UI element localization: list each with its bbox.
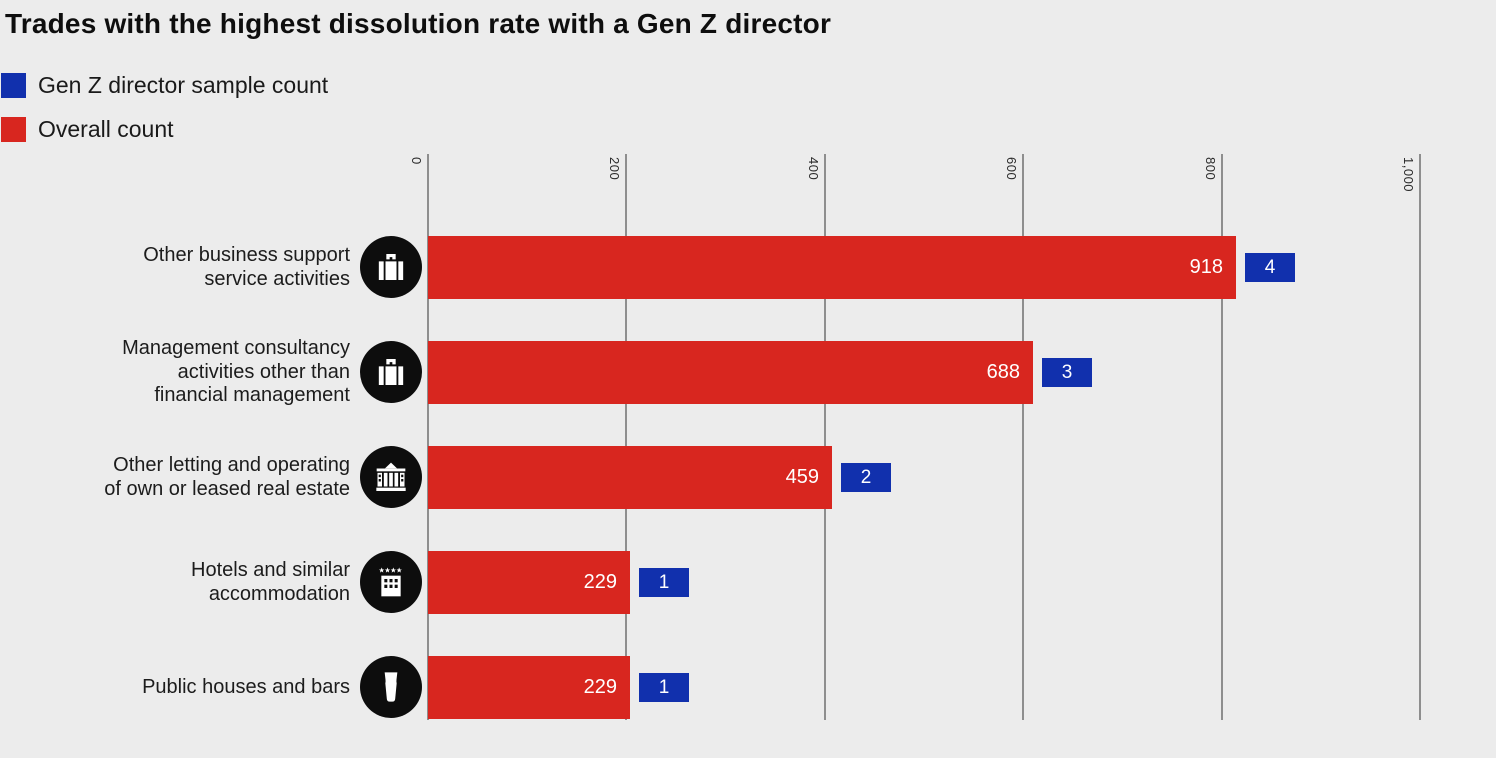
- overall-count-bar: 459: [428, 446, 832, 509]
- gridline: [625, 154, 628, 720]
- building-icon: [360, 446, 422, 508]
- category-label: Hotels and similar accommodation: [191, 559, 350, 605]
- overall-count-value-label: 229: [583, 571, 617, 593]
- gridline: [1419, 154, 1421, 720]
- briefcase-icon: [360, 341, 422, 403]
- overall-count-bar: 688: [428, 341, 1033, 404]
- genz-count-chip: 1: [639, 673, 689, 702]
- overall-count-bar: 918: [428, 236, 1236, 299]
- genz-count-value-label: 3: [1061, 361, 1073, 383]
- gridline: [427, 154, 429, 720]
- overall-legend-swatch-icon: [1, 117, 26, 142]
- overall-count-value-label: 229: [583, 676, 617, 698]
- overall-count-value-label: 918: [1189, 256, 1223, 278]
- gridline: [1220, 154, 1223, 720]
- genz-legend-label: Gen Z director sample count: [38, 72, 329, 98]
- hotel-icon: [360, 551, 422, 613]
- bar-row: Public houses and bars 229 1: [0, 656, 1496, 719]
- bar-row: Other business support service activities…: [0, 236, 1496, 299]
- genz-count-value-label: 4: [1264, 256, 1276, 278]
- genz-count-value-label: 1: [658, 676, 670, 698]
- category-label: Other business support service activities: [143, 244, 350, 290]
- overall-legend-label: Overall count: [38, 116, 174, 142]
- category-label: Management consultancy activities other t…: [122, 337, 350, 407]
- x-axis-tick-label: 400: [805, 157, 821, 181]
- page-title: Trades with the highest dissolution rate…: [5, 8, 832, 39]
- bar-row: Other letting and operating of own or lea…: [0, 446, 1496, 509]
- genz-count-chip: 2: [841, 463, 891, 492]
- x-axis-tick-label: 800: [1202, 157, 1218, 181]
- overall-count-value-label: 688: [986, 361, 1020, 383]
- gridline: [1022, 154, 1025, 720]
- x-axis-tick-label: 200: [607, 157, 623, 181]
- genz-count-value-label: 2: [860, 466, 872, 488]
- genz-count-chip: 4: [1245, 253, 1295, 282]
- pint-glass-icon: [360, 656, 422, 718]
- legend-item-genz: Gen Z director sample count: [1, 72, 329, 98]
- briefcase-icon: [360, 236, 422, 298]
- x-axis-tick-label: 1,000: [1401, 157, 1416, 193]
- genz-count-chip: 3: [1042, 358, 1092, 387]
- bar-row: Management consultancy activities other t…: [0, 337, 1496, 407]
- category-label: Public houses and bars: [142, 675, 350, 698]
- genz-count-value-label: 1: [658, 571, 670, 593]
- bar-row: Hotels and similar accommodation 229 1: [0, 551, 1496, 614]
- x-axis-tick-label: 600: [1004, 157, 1020, 181]
- genz-count-chip: 1: [639, 568, 689, 597]
- category-label: Other letting and operating of own or lea…: [104, 454, 350, 500]
- legend-item-overall: Overall count: [1, 116, 328, 142]
- overall-count-value-label: 459: [785, 466, 819, 488]
- x-axis-tick-label: 0: [409, 157, 424, 165]
- overall-count-bar: 229: [428, 551, 630, 614]
- chart-legend: Gen Z director sample count Overall coun…: [1, 72, 329, 161]
- gridline: [823, 154, 826, 720]
- genz-legend-swatch-icon: [1, 73, 26, 98]
- overall-count-bar: 229: [428, 656, 630, 719]
